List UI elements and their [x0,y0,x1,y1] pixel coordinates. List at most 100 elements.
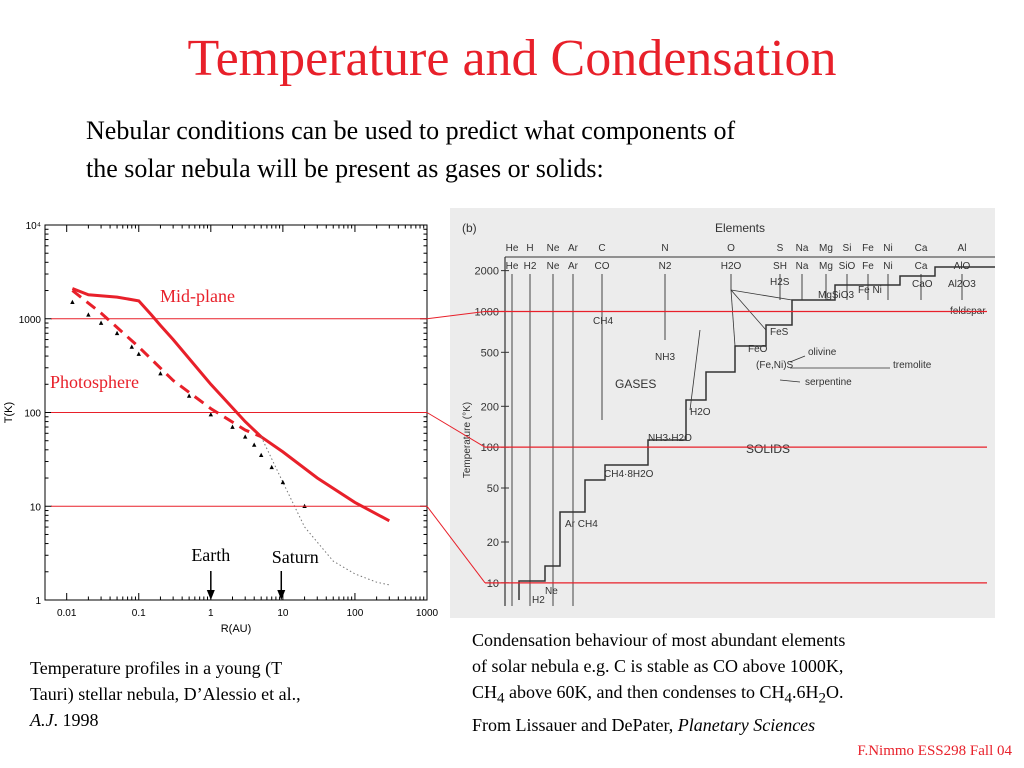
reaction-arrow [689,329,701,411]
x-tick-label: 0.1 [132,608,146,619]
intro-line: Nebular conditions can be used to predic… [86,116,736,145]
species-label: H2O [690,407,711,418]
species-label: FeS [770,327,789,338]
species-label: FeO [748,344,768,355]
triangle-point [114,330,120,336]
x-tick-label: 1 [208,608,214,619]
element-label: Al [958,243,967,254]
subscript: 4 [784,690,792,707]
caption-line: A.J. 1998 [30,707,430,733]
subscript: 2 [818,690,826,707]
species-label: MgSiO3 [818,290,855,301]
diagram-panel-label: (b) [462,221,477,235]
species-label: CaO [912,279,933,290]
journal-year: . 1998 [53,710,99,730]
photosphere-label: Photosphere [50,372,139,392]
triangle-point [70,299,75,305]
element-label: H [526,243,533,254]
triangle-point [86,312,91,317]
gas-species-label: Ne [547,261,560,272]
right-caption: Condensation behaviour of most abundant … [472,627,1012,738]
reaction-arrow [789,355,806,363]
y-tick-label: 10⁴ [26,221,41,232]
photosphere-series-line [71,289,262,439]
gases-label: GASES [615,377,656,391]
element-label: Ne [547,243,560,254]
diagram-y-tick-label: 50 [487,483,499,495]
arrow-head [277,590,286,600]
left-caption: Temperature profiles in a young (T Tauri… [30,655,430,733]
intro-text: Nebular conditions can be used to predic… [86,112,966,188]
caption-line: From Lissauer and DePater, Planetary Sci… [472,712,1012,738]
triangle-point [208,412,214,417]
x-tick-label: 100 [347,608,364,619]
species-label: CH4 [593,316,613,327]
species-label: NH3 [655,352,675,363]
element-label: Ni [883,243,892,254]
element-label: Ca [915,243,928,254]
diagram-y-tick-label: 2000 [475,266,499,278]
species-label: serpentine [805,377,852,388]
element-label: N [661,243,668,254]
species-label: H2 [532,595,545,606]
element-label: Si [843,243,852,254]
gas-species-label: Fe [862,261,874,272]
caption-text: O. [825,682,844,702]
species-label: Fe Ni [858,285,882,296]
triangle-point [258,452,264,458]
journal-name: A.J [30,710,54,730]
diagram-y-tick-label: 1000 [475,306,499,318]
diagram-y-tick-label: 10 [487,578,499,590]
triangle-point [269,464,274,470]
element-label: He [506,243,519,254]
triangle-point [230,424,235,429]
reaction-arrow [779,379,801,383]
triangle-point [242,434,248,439]
x-tick-label: 1000 [416,608,439,619]
triangle-point [252,442,257,447]
y-axis-label: T(K) [3,402,15,423]
element-label: S [777,243,784,254]
gas-species-label: Mg [819,261,833,272]
species-label: H2S [770,277,790,288]
caption-text: From Lissauer and DePater, [472,714,678,735]
credit-text: F.Nimmo ESS298 Fall 04 [857,743,1012,759]
saturn-label: Saturn [272,547,319,567]
gas-species-label: Ca [915,261,928,272]
arrow-head [206,590,215,600]
element-label: Na [796,243,809,254]
gas-species-label: Na [796,261,809,272]
triangle-point [129,344,134,349]
gas-species-label: H2O [721,261,742,272]
x-tick-label: 0.01 [57,608,77,619]
y-tick-label: 1000 [19,315,42,326]
gas-species-label: Ni [883,261,892,272]
reaction-arrow [730,289,767,331]
element-label: Fe [862,243,874,254]
connector-lines [426,310,486,584]
species-label: CH4·8H2O [604,469,654,480]
gas-species-label: Ar [568,261,579,272]
midplane-label: Mid-plane [160,286,235,306]
caption-line: Condensation behaviour of most abundant … [472,630,846,650]
diagram-y-tick-label: 100 [481,442,499,454]
solids-label: SOLIDS [746,442,790,456]
triangle-point [158,371,163,376]
caption-text: .6H [791,682,819,702]
y-tick-label: 100 [24,409,41,420]
connector-line [426,310,486,320]
caption-line: Temperature profiles in a young (T [30,658,283,678]
subscript: 4 [497,690,505,707]
gas-species-label: N2 [659,261,672,272]
connector-line [426,505,486,584]
element-label: Mg [819,243,833,254]
species-label: Ar CH4 [565,519,598,530]
triangle-point [136,351,141,356]
caption-line: CH4 above 60K, and then condenses to CH4… [472,679,1012,712]
book-title: Planetary Sciences [677,714,816,735]
diagram-y-tick-label: 200 [481,401,499,413]
caption-text: above 60K, and then condenses to CH [504,682,785,702]
species-label: NH3·H2O [648,433,692,444]
gas-species-label: SH [773,261,787,272]
